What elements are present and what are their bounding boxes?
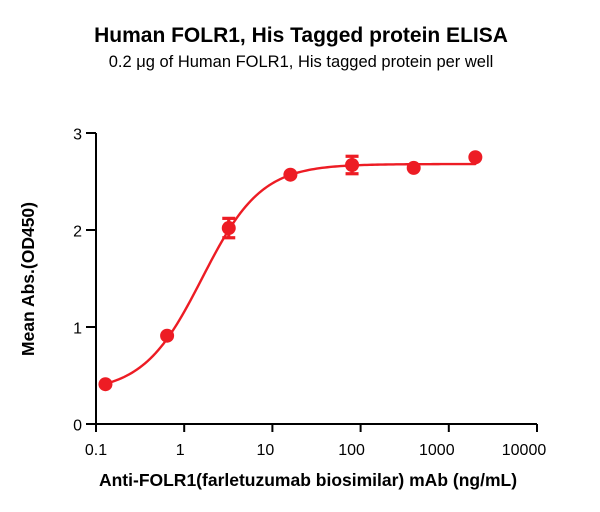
x-tick-label: 100: [338, 442, 365, 459]
data-point: [98, 377, 113, 392]
y-tick-label: 2: [73, 224, 82, 241]
x-tick-label: 10000: [502, 442, 547, 459]
data-point: [160, 328, 175, 343]
x-tick-label: 10: [257, 442, 275, 459]
y-tick-label: 0: [73, 418, 82, 435]
data-point: [221, 221, 236, 236]
chart-subtitle: 0.2 μg of Human FOLR1, His tagged protei…: [109, 53, 494, 71]
x-tick-label: 1000: [419, 442, 455, 459]
y-axis-title: Mean Abs.(OD450): [18, 202, 38, 356]
chart-title: Human FOLR1, His Tagged protein ELISA: [94, 24, 508, 47]
data-point: [468, 150, 483, 165]
fit-curve: [104, 162, 477, 385]
data-point: [406, 160, 421, 175]
y-tick-label: 1: [73, 321, 82, 338]
x-tick-label: 1: [176, 442, 185, 459]
y-tick-label: 3: [73, 127, 82, 144]
data-point: [345, 158, 360, 173]
data-point: [283, 167, 298, 182]
plot-area: 0.1 1 10 100 1000 10000 0 1 2 3: [73, 127, 546, 460]
x-tick-label: 0.1: [85, 442, 107, 459]
x-axis-title: Anti-FOLR1(farletuzumab biosimilar) mAb …: [99, 470, 517, 490]
